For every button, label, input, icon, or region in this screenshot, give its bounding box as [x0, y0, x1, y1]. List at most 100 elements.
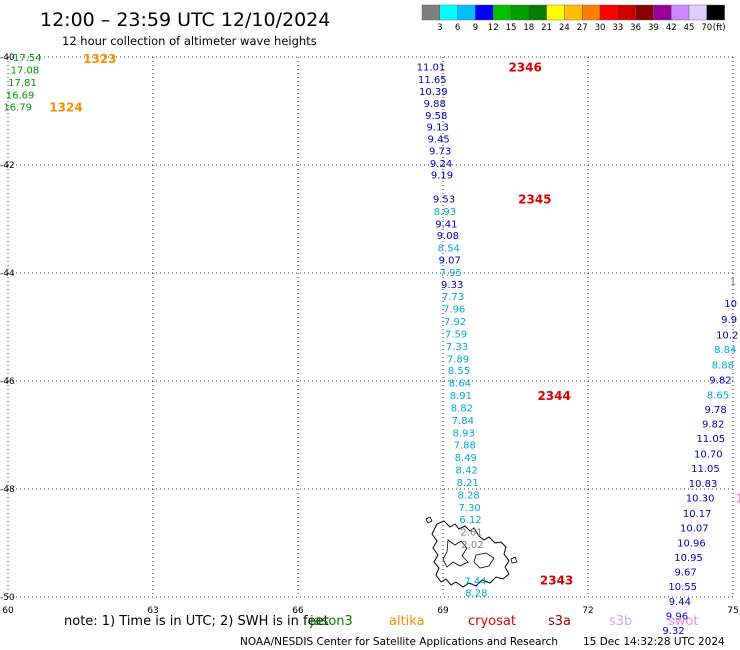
wave-height-point: 17.81 [8, 78, 37, 89]
color-scale-swatch [564, 4, 583, 21]
orbit-annotations: 1323 1324 2346 2345 2344 2343 1659 [49, 52, 740, 588]
color-scale-label: 9 [473, 23, 478, 33]
wave-height-point: 9.45 [428, 135, 450, 146]
color-scale-swatch [599, 4, 618, 21]
wave-height-point: 9.53 [433, 194, 455, 205]
wave-height-point: 7.73 [442, 292, 464, 303]
color-scale: 3 6 9 12 15 18 21 24 27 30 33 36 39 42 45 70 (ft) [421, 4, 726, 33]
color-scale-swatch [706, 4, 725, 21]
wave-height-point: 9.78 [704, 405, 726, 416]
wave-height-point: 8.28 [457, 490, 479, 501]
wave-height-point: 9.44 [669, 597, 691, 608]
y-tick-label: -44 [0, 269, 15, 279]
color-scale-label: 3 [437, 23, 442, 33]
wave-height-point: 8.21 [457, 478, 479, 489]
wave-height-point: 7.88 [454, 441, 476, 452]
wave-height-point: 8.49 [455, 453, 477, 464]
wave-height-point: 9.13 [427, 123, 449, 134]
color-scale-label: 36 [630, 23, 641, 33]
wave-height-point: 7.96 [443, 305, 465, 316]
wave-height-point: 7.84 [452, 416, 474, 427]
wave-height-point: 17.08 [11, 65, 40, 76]
wave-height-point: 16.79 [3, 103, 32, 114]
color-scale-swatch [457, 4, 476, 21]
wave-height-point: 10.70 [694, 449, 723, 460]
wave-height-point: 17.54 [13, 53, 42, 64]
wave-height-point: 8.91 [450, 391, 472, 402]
orbit-number-label: 2344 [537, 389, 570, 403]
source-legend-s3b: s3b [609, 614, 632, 629]
orbit-number-label: 2346 [508, 61, 541, 75]
color-scale-label: 42 [666, 23, 677, 33]
wave-height-point: 9.73 [429, 146, 451, 157]
wave-height-point: 9.58 [425, 111, 447, 122]
wave-height-point: 10.2 [716, 331, 738, 342]
footer-note: note: 1) Time is in UTC; 2) SWH is in fe… [64, 614, 329, 629]
wave-height-point: 9.19 [431, 171, 453, 182]
source-legend-s3a: s3a [548, 614, 571, 629]
wave-height-point: 10.07 [680, 523, 709, 534]
color-scale-label: 33 [612, 23, 623, 33]
wave-height-point: 7.89 [447, 354, 469, 365]
wave-height-point: 9.32 [662, 626, 684, 637]
chart-title: 12:00 – 23:59 UTC 12/10/2024 [40, 9, 330, 31]
series-s3a: 1 10 9.9 10.2 8.84 8.88 9.82 8.65 9.78 9.82 11.05 1… [662, 277, 738, 637]
footer-timestamp: 15 Dec 14:32:28 UTC 2024 [583, 636, 725, 648]
wave-height-point: 10.95 [674, 553, 703, 564]
y-tick-label: -50 [0, 593, 15, 603]
plot-area: 60 63 66 69 72 75 -40 -42 -44 -46 -48 -50 17.5417.0… [0, 52, 740, 637]
wave-height-point: 8.65 [707, 391, 729, 402]
wave-height-point: 11.01 [417, 63, 446, 74]
chart-subtitle: 12 hour collection of altimeter wave hei… [62, 34, 317, 48]
wave-height-point: 10.17 [683, 509, 712, 520]
source-legend-altika: altika [389, 614, 425, 629]
y-tick-label: -42 [0, 161, 15, 171]
x-tick-label: 72 [582, 606, 593, 616]
wave-height-point: 9.82 [709, 375, 731, 386]
wave-height-point: 2.61 [460, 528, 482, 539]
footer-credit: NOAA/NESDIS Center for Satellite Applica… [240, 636, 558, 648]
y-tick-label: -46 [0, 377, 15, 387]
wave-height-point: 11.05 [691, 464, 720, 475]
y-tick-label: -48 [0, 485, 15, 495]
color-scale-swatch [653, 4, 672, 21]
wave-height-point: 9.24 [430, 159, 452, 170]
series-cryosat: 11.0111.6510.399.889.589.139.459.739.249… [417, 63, 488, 600]
wave-height-point: 8.42 [456, 466, 478, 477]
wave-height-point: 11.05 [696, 434, 725, 445]
wave-height-point: 1 [730, 277, 736, 288]
wave-height-point: 7.33 [446, 342, 468, 353]
source-legend-cryosat: cryosat [468, 614, 516, 629]
color-scale-swatch [546, 4, 565, 21]
color-scale-swatch [510, 4, 529, 21]
wave-height-point: 10.96 [677, 538, 706, 549]
wave-height-point: 8.84 [714, 345, 736, 356]
orbit-number-label: 2343 [540, 574, 573, 588]
wave-height-point: 9.9 [721, 315, 737, 326]
color-scale-label: 39 [648, 23, 659, 33]
color-scale-swatch [439, 4, 458, 21]
wave-height-point: 9.33 [441, 280, 463, 291]
color-scale-swatch [617, 4, 636, 21]
wave-height-point: 2.02 [461, 540, 483, 551]
wave-height-point: 10.55 [668, 582, 697, 593]
wave-height-point: 7.44 [464, 576, 486, 587]
orbit-number-label: 1323 [83, 52, 116, 66]
wave-height-point: 9.08 [437, 231, 459, 242]
x-tick-label: 63 [147, 606, 158, 616]
color-scale-label: 24 [559, 23, 570, 33]
wave-height-point: 8.93 [453, 428, 475, 439]
wave-height-point: 9.07 [439, 256, 461, 267]
x-tick-label: 69 [437, 606, 449, 616]
wave-height-point: 8.55 [448, 366, 470, 377]
color-scale-label: 21 [541, 23, 552, 33]
color-scale-label: 18 [523, 23, 534, 33]
color-scale-label: 70 [701, 23, 712, 33]
wave-height-point: 8.64 [449, 379, 471, 390]
wave-height-point: 10.39 [419, 87, 448, 98]
wave-height-point: 9.41 [435, 219, 457, 230]
wave-height-point: 16.69 [6, 90, 35, 101]
x-tick-label: 75 [727, 606, 738, 616]
